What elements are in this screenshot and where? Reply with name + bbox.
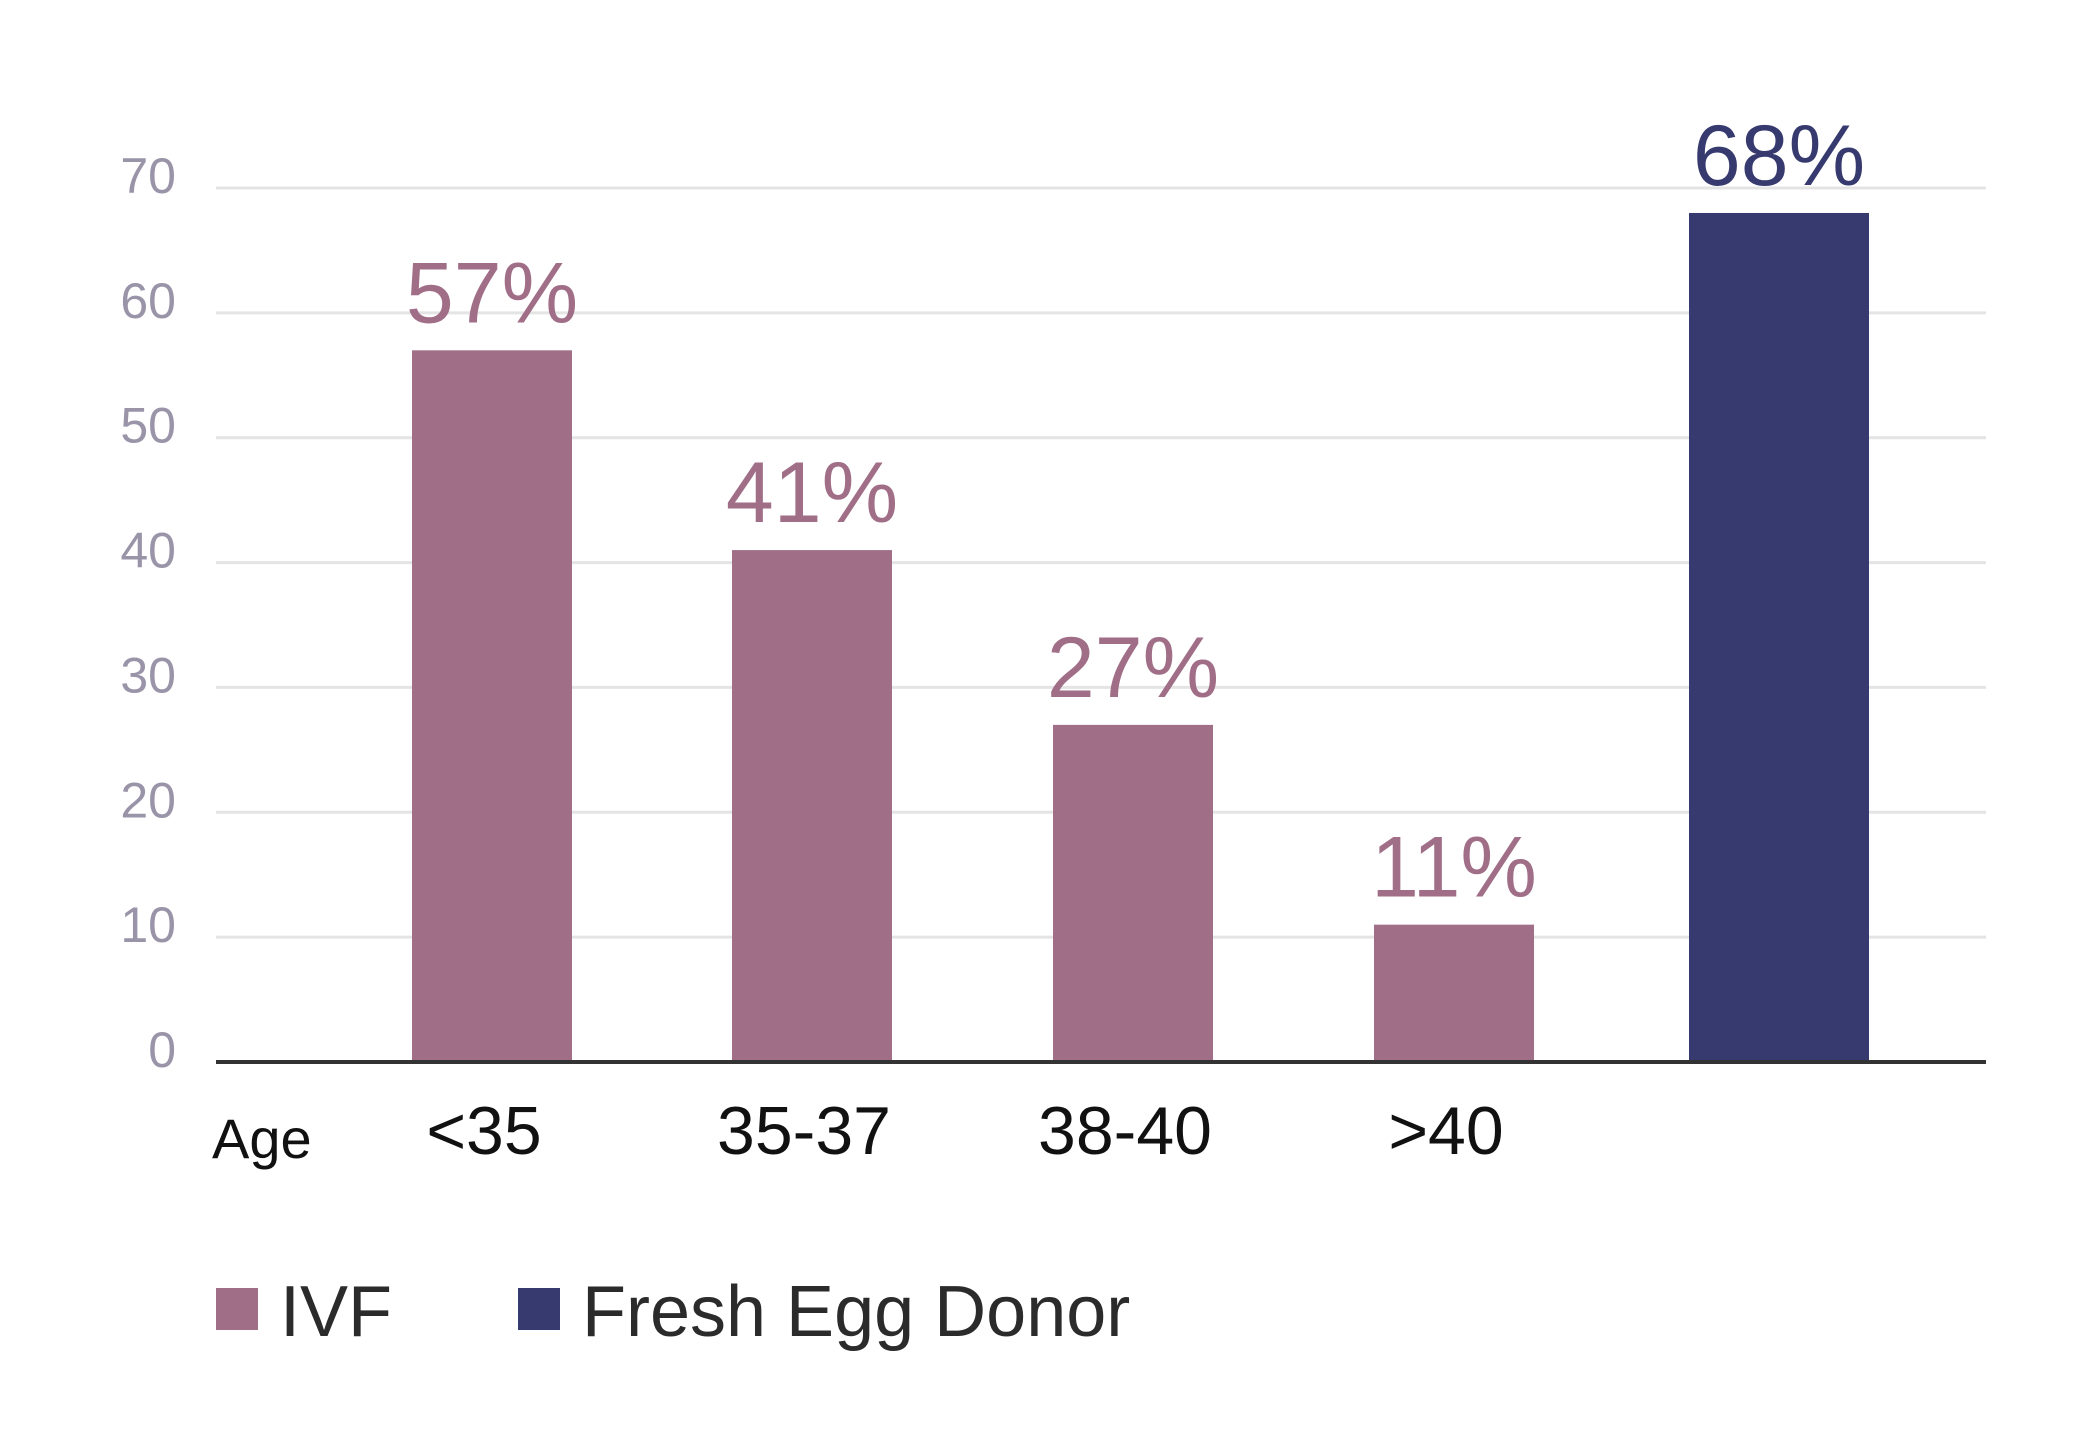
y-tick-label: 60 bbox=[120, 273, 176, 329]
x-axis-title: Age bbox=[212, 1107, 312, 1170]
y-axis-tick-labels: 0 10 20 30 40 50 60 70 bbox=[120, 148, 176, 1078]
bar bbox=[412, 350, 572, 1062]
bars bbox=[412, 212, 1869, 1062]
data-labels: 57% 41% 27% 11% 68% bbox=[406, 108, 1865, 916]
bar bbox=[732, 550, 892, 1062]
x-category-label: 35-37 bbox=[717, 1093, 891, 1169]
data-label: 27% bbox=[1047, 620, 1219, 716]
legend-swatch bbox=[216, 1288, 258, 1330]
data-label: 57% bbox=[406, 245, 578, 341]
legend-label: IVF bbox=[280, 1272, 392, 1352]
y-tick-label: 10 bbox=[120, 897, 176, 953]
y-tick-label: 50 bbox=[120, 398, 176, 454]
y-tick-label: 30 bbox=[120, 647, 176, 703]
data-label: 68% bbox=[1693, 108, 1865, 204]
bar bbox=[1689, 212, 1869, 1062]
legend: IVF Fresh Egg Donor bbox=[216, 1272, 1130, 1352]
y-tick-label: 40 bbox=[120, 523, 176, 579]
y-tick-label: 0 bbox=[148, 1022, 176, 1078]
x-category-label: >40 bbox=[1388, 1093, 1503, 1169]
y-tick-label: 70 bbox=[120, 148, 176, 204]
x-category-label: <35 bbox=[426, 1093, 541, 1169]
legend-swatch bbox=[518, 1288, 560, 1330]
x-axis-category-labels: <35 35-37 38-40 >40 bbox=[426, 1093, 1503, 1169]
bar bbox=[1374, 924, 1534, 1062]
legend-label: Fresh Egg Donor bbox=[582, 1272, 1130, 1352]
data-label: 11% bbox=[1371, 820, 1537, 916]
y-tick-label: 20 bbox=[120, 772, 176, 828]
data-label: 41% bbox=[726, 445, 898, 541]
x-category-label: 38-40 bbox=[1038, 1093, 1212, 1169]
bar bbox=[1053, 724, 1213, 1062]
